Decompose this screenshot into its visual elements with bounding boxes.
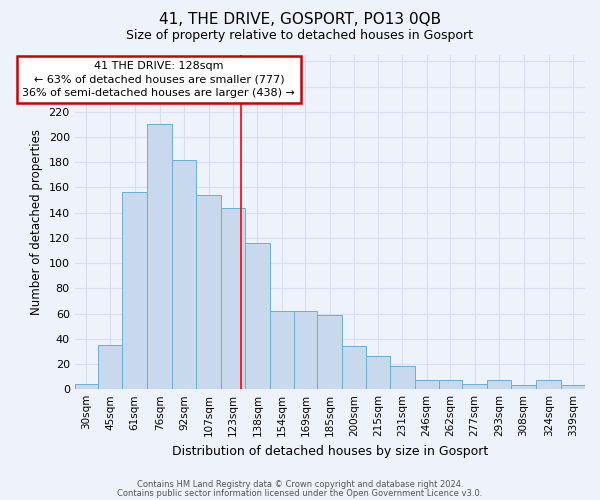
Text: Contains public sector information licensed under the Open Government Licence v3: Contains public sector information licen… <box>118 488 482 498</box>
Bar <box>462 384 487 389</box>
Bar <box>147 124 172 389</box>
Bar <box>536 380 562 389</box>
X-axis label: Distribution of detached houses by size in Gosport: Distribution of detached houses by size … <box>172 444 488 458</box>
Text: Contains HM Land Registry data © Crown copyright and database right 2024.: Contains HM Land Registry data © Crown c… <box>137 480 463 489</box>
Bar <box>74 384 98 389</box>
Bar <box>317 315 343 389</box>
Bar <box>245 243 270 389</box>
Bar <box>439 380 462 389</box>
Bar <box>562 386 585 389</box>
Text: 41 THE DRIVE: 128sqm
← 63% of detached houses are smaller (777)
36% of semi-deta: 41 THE DRIVE: 128sqm ← 63% of detached h… <box>22 62 295 98</box>
Bar <box>122 192 147 389</box>
Bar <box>366 356 389 389</box>
Y-axis label: Number of detached properties: Number of detached properties <box>30 129 43 315</box>
Bar <box>487 380 511 389</box>
Bar <box>389 366 415 389</box>
Bar <box>270 311 293 389</box>
Text: Size of property relative to detached houses in Gosport: Size of property relative to detached ho… <box>127 29 473 42</box>
Bar <box>221 208 245 389</box>
Bar <box>415 380 439 389</box>
Bar <box>196 195 221 389</box>
Bar <box>511 386 536 389</box>
Bar <box>172 160 196 389</box>
Bar <box>98 345 122 389</box>
Bar <box>293 311 317 389</box>
Bar <box>343 346 366 389</box>
Text: 41, THE DRIVE, GOSPORT, PO13 0QB: 41, THE DRIVE, GOSPORT, PO13 0QB <box>159 12 441 28</box>
